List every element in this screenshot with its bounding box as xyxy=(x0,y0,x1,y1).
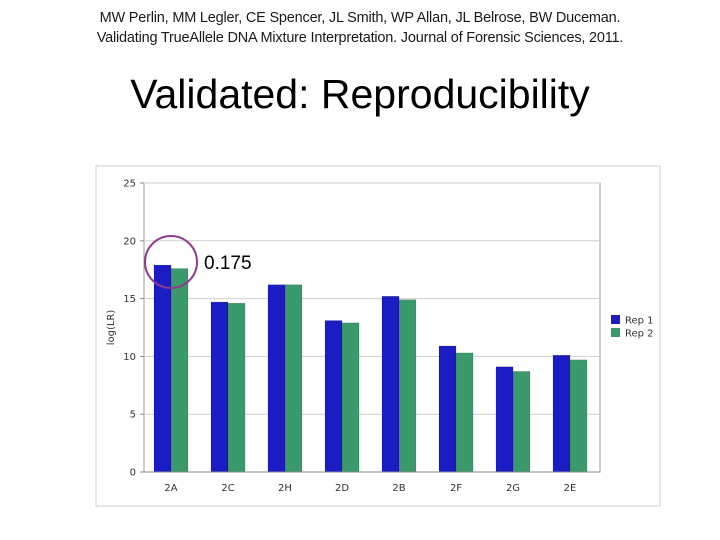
plot-area: 0 5 10 15 20 25 log(LR) 2A 2C 2H 2D 2B 2F 2G 2E xyxy=(106,179,601,494)
bar-rep-1-2d xyxy=(324,320,343,473)
bar-rep-2-2g xyxy=(512,371,531,473)
x-tick-label: 2B xyxy=(392,483,405,494)
bar-rep-1-2b xyxy=(381,296,400,473)
y-tick-label: 25 xyxy=(123,179,136,190)
x-tick-label: 2H xyxy=(278,483,292,494)
legend-label-1: Rep 1 xyxy=(625,316,654,327)
annotation: 0.175 xyxy=(144,235,252,289)
bar-rep-2-2b xyxy=(398,299,417,473)
y-tick-label: 5 xyxy=(130,410,136,421)
bar-rep-1-2h xyxy=(267,284,286,473)
bar-rep-1-2e xyxy=(552,354,571,473)
y-tick-label: 10 xyxy=(123,352,136,363)
bar-rep-2-2c xyxy=(227,302,246,473)
citation-line-1: MW Perlin, MM Legler, CE Spencer, JL Smi… xyxy=(99,10,621,26)
bar-rep-1-2g xyxy=(495,366,514,473)
x-tick-label: 2C xyxy=(221,483,234,494)
bar-rep-1-2c xyxy=(210,301,229,473)
y-tick-label: 20 xyxy=(123,236,136,247)
legend-swatch-2 xyxy=(611,328,620,337)
legend-swatch-1 xyxy=(611,315,620,324)
bar-rep-2-2d xyxy=(341,322,360,473)
bar-rep-1-2f xyxy=(438,345,457,473)
y-axis-label: log(LR) xyxy=(106,310,117,346)
citation-line-2: Validating TrueAllele DNA Mixture Interp… xyxy=(96,30,624,46)
x-tick-label: 2A xyxy=(164,483,177,494)
annotation-circle xyxy=(144,235,198,289)
citation: MW Perlin, MM Legler, CE Spencer, JL Smi… xyxy=(0,8,720,48)
bar-rep-2-2f xyxy=(455,352,474,473)
legend-label-2: Rep 2 xyxy=(625,329,654,340)
x-tick-label: 2D xyxy=(335,483,349,494)
y-tick-label: 15 xyxy=(123,294,136,305)
bar-rep-2-2h xyxy=(284,284,303,473)
x-tick-label: 2E xyxy=(564,483,577,494)
slide-title: Validated: Reproducibility xyxy=(130,71,590,117)
bar-rep-1-2a xyxy=(153,264,172,473)
x-tick-label: 2G xyxy=(506,483,520,494)
x-tick-label: 2F xyxy=(450,483,462,494)
annotation-label: 0.175 xyxy=(204,253,252,274)
y-tick-label: 0 xyxy=(130,468,136,479)
legend: Rep 1 Rep 2 xyxy=(611,315,654,340)
bar-rep-2-2a xyxy=(170,268,189,473)
bar-rep-2-2e xyxy=(569,359,588,473)
